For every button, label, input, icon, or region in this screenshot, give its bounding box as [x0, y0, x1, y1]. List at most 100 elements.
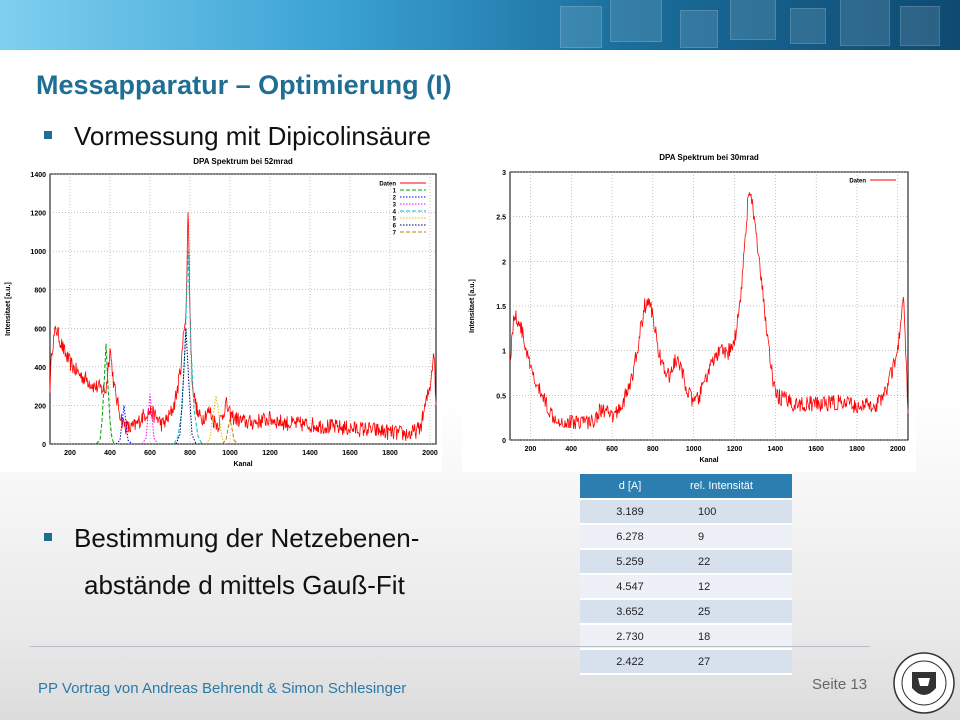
legend-label: Daten [379, 182, 396, 188]
bullet-square-icon [44, 533, 52, 542]
table-cell-intensity: 18 [680, 625, 792, 648]
y-tick-label: 800 [34, 288, 46, 295]
d-spacing-table: d [A] rel. Intensität 3.189 100 6.278 9 … [580, 472, 792, 675]
bullet-text: Bestimmung der Netzebenen- [74, 523, 420, 553]
table-cell-d: 5.259 [580, 550, 680, 573]
legend-label: 1 [393, 189, 397, 195]
bullet-item: Vormessung mit Dipicolinsäure [44, 121, 431, 152]
y-tick-label: 0 [42, 442, 46, 449]
y-tick-label: 0 [502, 438, 506, 445]
table-cell-intensity: 9 [680, 525, 792, 548]
slide-title: Messapparatur – Optimierung (I) [36, 70, 452, 100]
series-line-3 [141, 393, 159, 445]
y-tick-label: 2 [502, 259, 506, 266]
x-tick-label: 1800 [382, 450, 398, 457]
y-tick-label: 1 [502, 349, 506, 356]
x-tick-label: 600 [144, 450, 156, 457]
x-tick-label: 800 [647, 446, 659, 453]
table-cell-d: 4.547 [580, 575, 680, 598]
x-axis-label: Kanal [699, 457, 718, 464]
column-header-d: d [A] [580, 474, 680, 498]
university-seal-icon [893, 652, 955, 714]
y-tick-label: 1000 [30, 249, 46, 256]
x-tick-label: 400 [565, 446, 577, 453]
x-tick-label: 2000 [890, 446, 906, 453]
series-line-2 [115, 405, 133, 445]
table-cell-intensity: 27 [680, 650, 792, 673]
x-tick-label: 1200 [727, 446, 743, 453]
x-axis-label: Kanal [233, 461, 252, 468]
footer-authors: PP Vortrag von Andreas Behrendt & Simon … [38, 680, 407, 697]
y-axis-label: Intensitaet [a.u.] [5, 282, 12, 336]
table-row: 5.259 22 [580, 550, 792, 573]
legend-label: Daten [849, 179, 866, 185]
plot-frame [49, 173, 437, 445]
x-tick-label: 200 [64, 450, 76, 457]
x-tick-label: 200 [525, 446, 537, 453]
table-header-row: d [A] rel. Intensität [580, 474, 792, 498]
chart-title: DPA Spektrum bei 52mrad [193, 157, 293, 166]
x-tick-label: 1800 [849, 446, 865, 453]
x-tick-label: 1600 [342, 450, 358, 457]
x-tick-label: 1400 [768, 446, 784, 453]
series-line-7 [221, 418, 239, 445]
table-row: 3.652 25 [580, 600, 792, 623]
column-header-intensity: rel. Intensität [680, 474, 792, 498]
legend-label: 2 [393, 196, 397, 202]
legend-label: 3 [393, 203, 397, 209]
bullet-continuation: abstände d mittels Gauß-Fit [84, 570, 405, 600]
table-row: 4.547 12 [580, 575, 792, 598]
legend-label: 4 [393, 210, 397, 216]
x-tick-label: 1000 [222, 450, 238, 457]
x-tick-label: 800 [184, 450, 196, 457]
legend-label: 7 [393, 231, 397, 237]
y-tick-label: 0.5 [496, 393, 506, 400]
legend-label: 5 [393, 217, 397, 223]
table-cell-d: 2.730 [580, 625, 680, 648]
table-cell-intensity: 100 [680, 500, 792, 523]
y-tick-label: 200 [34, 403, 46, 410]
bullet-text: Vormessung mit Dipicolinsäure [74, 121, 431, 151]
footer-divider [30, 646, 870, 647]
chart-left: DPA Spektrum bei 52mrad 0 200 400 600 800 1000… [0, 152, 442, 472]
series-line-daten [509, 192, 909, 430]
table-row: 2.422 27 [580, 650, 792, 673]
chart-right: DPA Spektrum bei 30mrad 0 0.5 1 1.5 2 2.5 3 200 4… [462, 146, 916, 472]
x-tick-label: 2000 [422, 450, 438, 457]
table-cell-d: 3.652 [580, 600, 680, 623]
y-tick-label: 400 [34, 365, 46, 372]
y-tick-label: 600 [34, 326, 46, 333]
table-cell-intensity: 22 [680, 550, 792, 573]
y-tick-label: 1400 [30, 172, 46, 179]
y-tick-label: 1.5 [496, 304, 506, 311]
series-line-4 [173, 251, 203, 445]
legend-label: 6 [393, 224, 397, 230]
table-row: 6.278 9 [580, 525, 792, 548]
series-line-6 [175, 328, 197, 445]
y-tick-label: 1200 [30, 211, 46, 218]
table-cell-d: 3.189 [580, 500, 680, 523]
table-row: 2.730 18 [580, 625, 792, 648]
x-tick-label: 1600 [808, 446, 824, 453]
table-cell-intensity: 25 [680, 600, 792, 623]
y-tick-label: 2.5 [496, 215, 506, 222]
series-line-5 [205, 395, 227, 445]
table-row: 3.189 100 [580, 500, 792, 523]
header-band [0, 0, 960, 50]
table-cell-d: 6.278 [580, 525, 680, 548]
x-tick-label: 1200 [262, 450, 278, 457]
x-tick-label: 1000 [686, 446, 702, 453]
bullet-square-icon [44, 131, 52, 140]
x-tick-label: 1400 [302, 450, 318, 457]
page-number: Seite 13 [812, 676, 868, 693]
x-tick-label: 600 [606, 446, 618, 453]
table-cell-d: 2.422 [580, 650, 680, 673]
x-tick-label: 400 [104, 450, 116, 457]
bullet-item: Bestimmung der Netzebenen- [44, 523, 419, 554]
series-line-1 [95, 343, 118, 445]
series-line-daten [49, 212, 437, 441]
y-axis-label: Intensitaet [a.u.] [469, 279, 476, 333]
table-cell-intensity: 12 [680, 575, 792, 598]
y-tick-label: 3 [502, 170, 506, 177]
chart-title: DPA Spektrum bei 30mrad [659, 153, 759, 162]
